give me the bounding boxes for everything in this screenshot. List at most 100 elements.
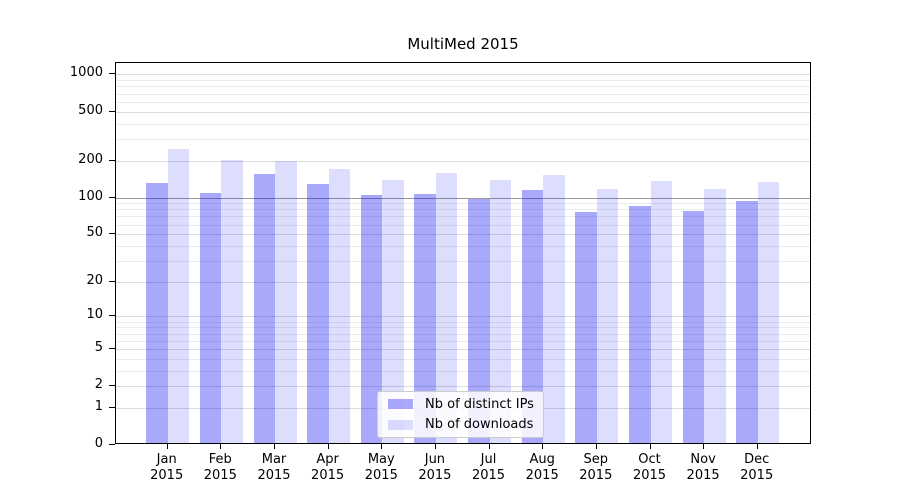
y-tick-label: 1000 [69, 65, 103, 81]
x-tick-mark [595, 444, 597, 449]
x-tick-mark [381, 444, 383, 449]
gridline-minor [116, 80, 810, 82]
plot-area [115, 62, 811, 444]
x-tick-label: Nov 2015 [686, 452, 720, 483]
bar-ips-may [360, 194, 383, 443]
gridline-reference-100 [116, 197, 810, 199]
gridline-major [116, 111, 810, 113]
bar-downloads-dec [757, 181, 780, 443]
x-tick-label: Feb 2015 [203, 452, 237, 483]
bar-ips-nov [682, 210, 705, 443]
x-tick-mark [488, 444, 490, 449]
x-tick-label: Jul 2015 [471, 452, 506, 483]
y-tick-mark [109, 385, 115, 387]
y-tick-mark [109, 159, 115, 161]
gridline-major [116, 316, 810, 318]
gridline-minor [116, 86, 810, 88]
y-tick-mark [109, 73, 115, 75]
x-tick-label: Oct 2015 [632, 452, 667, 483]
y-tick-mark [109, 110, 115, 112]
gridline-minor [116, 203, 810, 205]
bar-ips-oct [629, 206, 651, 443]
y-tick-label: 2 [94, 377, 103, 393]
x-tick-label: Mar 2015 [257, 452, 291, 483]
gridline-minor [116, 260, 810, 262]
x-tick-mark [649, 444, 651, 449]
gridline-minor [116, 209, 810, 211]
gridline-minor [116, 333, 810, 335]
bar-ips-jun [414, 194, 436, 443]
chart-title: MultiMed 2015 [407, 35, 519, 53]
legend-label-distinct-ips: Nb of distinct IPs [425, 396, 534, 412]
gridline-major [116, 74, 810, 76]
y-tick-mark [109, 280, 115, 282]
gridline-minor [116, 370, 810, 372]
gridline-minor [116, 340, 810, 342]
gridline-minor [116, 321, 810, 323]
bar-ips-mar [253, 174, 275, 443]
y-tick-label: 500 [78, 102, 103, 118]
bar-downloads-jan [167, 148, 190, 443]
bar-ips-jul [468, 198, 490, 443]
y-tick-label: 5 [94, 339, 103, 355]
legend-swatch-distinct-ips [388, 399, 413, 410]
x-tick-label: Dec 2015 [740, 452, 774, 483]
bar-downloads-sep [596, 189, 619, 443]
bar-ips-feb [199, 193, 222, 443]
bars-layer [116, 63, 810, 443]
bar-downloads-jun [435, 173, 458, 443]
bar-ips-dec [736, 201, 758, 443]
gridline-minor [116, 245, 810, 247]
gridline-major [116, 348, 810, 350]
bar-downloads-aug [543, 175, 565, 443]
gridline-minor [116, 358, 810, 360]
x-tick-label: Jan 2015 [150, 452, 184, 483]
y-tick-label: 100 [78, 188, 103, 204]
gridline-minor [116, 216, 810, 218]
y-tick-label: 10 [86, 307, 103, 323]
x-tick-mark [703, 444, 705, 449]
bar-downloads-mar [275, 161, 297, 443]
legend-item-distinct-ips: Nb of distinct IPs [388, 396, 543, 413]
x-tick-label: Sep 2015 [579, 452, 613, 483]
bar-downloads-oct [650, 181, 672, 443]
bar-ips-aug [521, 189, 544, 443]
bar-ips-sep [575, 212, 597, 443]
x-tick-mark [542, 444, 544, 449]
legend-item-downloads: Nb of downloads [388, 416, 543, 433]
bar-downloads-apr [328, 168, 351, 443]
x-tick-mark [274, 444, 275, 449]
x-tick-mark [327, 444, 329, 449]
y-tick-mark [109, 315, 115, 317]
x-tick-mark [756, 444, 758, 449]
x-tick-label: Jun 2015 [418, 452, 452, 483]
y-tick-label: 0 [94, 436, 103, 451]
y-tick-mark [109, 444, 115, 445]
gridline-major [116, 160, 810, 162]
x-tick-mark [220, 444, 222, 449]
gridline-minor [116, 138, 810, 140]
bar-downloads-feb [221, 159, 243, 443]
gridline-minor [116, 93, 810, 95]
y-tick-label: 200 [78, 151, 103, 167]
bar-ips-jan [146, 183, 168, 443]
y-tick-label: 50 [86, 225, 103, 241]
gridline-major [116, 281, 810, 283]
y-tick-mark [109, 347, 115, 349]
x-tick-label: Aug 2015 [525, 452, 559, 483]
y-tick-label: 20 [86, 272, 103, 288]
bar-downloads-may [382, 179, 404, 443]
y-tick-label: 1 [94, 398, 103, 414]
x-tick-mark [166, 444, 168, 449]
gridline-major [116, 386, 810, 388]
bar-downloads-jul [489, 180, 511, 443]
y-tick-mark [109, 233, 115, 235]
legend-label-downloads: Nb of downloads [425, 417, 534, 433]
gridline-minor [116, 123, 810, 125]
gridline-major [116, 234, 810, 236]
legend-swatch-downloads [388, 419, 413, 430]
gridline-minor [116, 327, 810, 329]
bar-downloads-nov [704, 189, 726, 443]
y-tick-mark [109, 196, 115, 198]
